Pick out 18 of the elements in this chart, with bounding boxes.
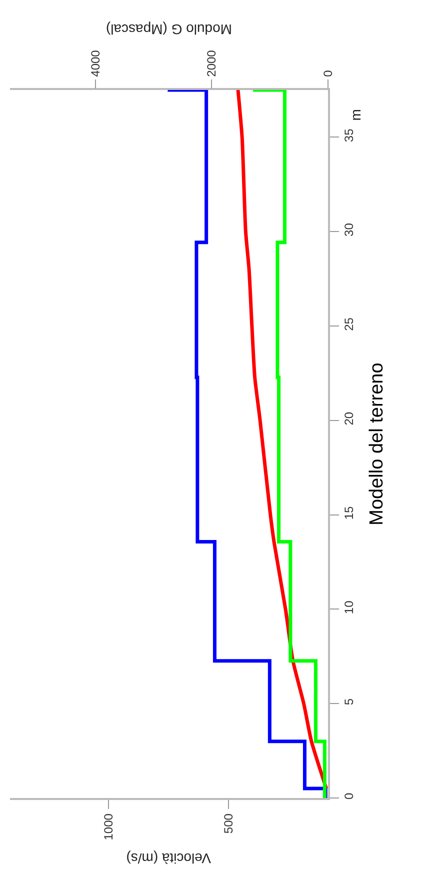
y-tick-label: 0 [342, 792, 356, 800]
text: m [347, 109, 364, 121]
x2-axis-title: Modulo G (Mpascal) [106, 22, 232, 38]
y-axis-title: Modello del terreno [366, 362, 388, 526]
x2-tick-label: 0 [320, 70, 335, 77]
x-tick-label: 500 [221, 813, 236, 834]
y-tick-label: 25 [342, 317, 356, 331]
y-tick-label: 15 [342, 506, 356, 520]
x2-tick-label: 4000 [88, 50, 102, 77]
y-tick-label: 35 [342, 128, 356, 142]
x-axis-title: Velocità (m/s) [126, 850, 211, 866]
y-tick-label: 5 [342, 698, 356, 706]
y-tick-label: 10 [342, 600, 356, 614]
y-tick-label: 20 [342, 412, 356, 426]
x2-tick-label: 2000 [204, 50, 219, 77]
y-tick-label: 30 [342, 222, 356, 236]
line-series [236, 90, 328, 790]
x-tick-label: 1000 [101, 813, 116, 840]
